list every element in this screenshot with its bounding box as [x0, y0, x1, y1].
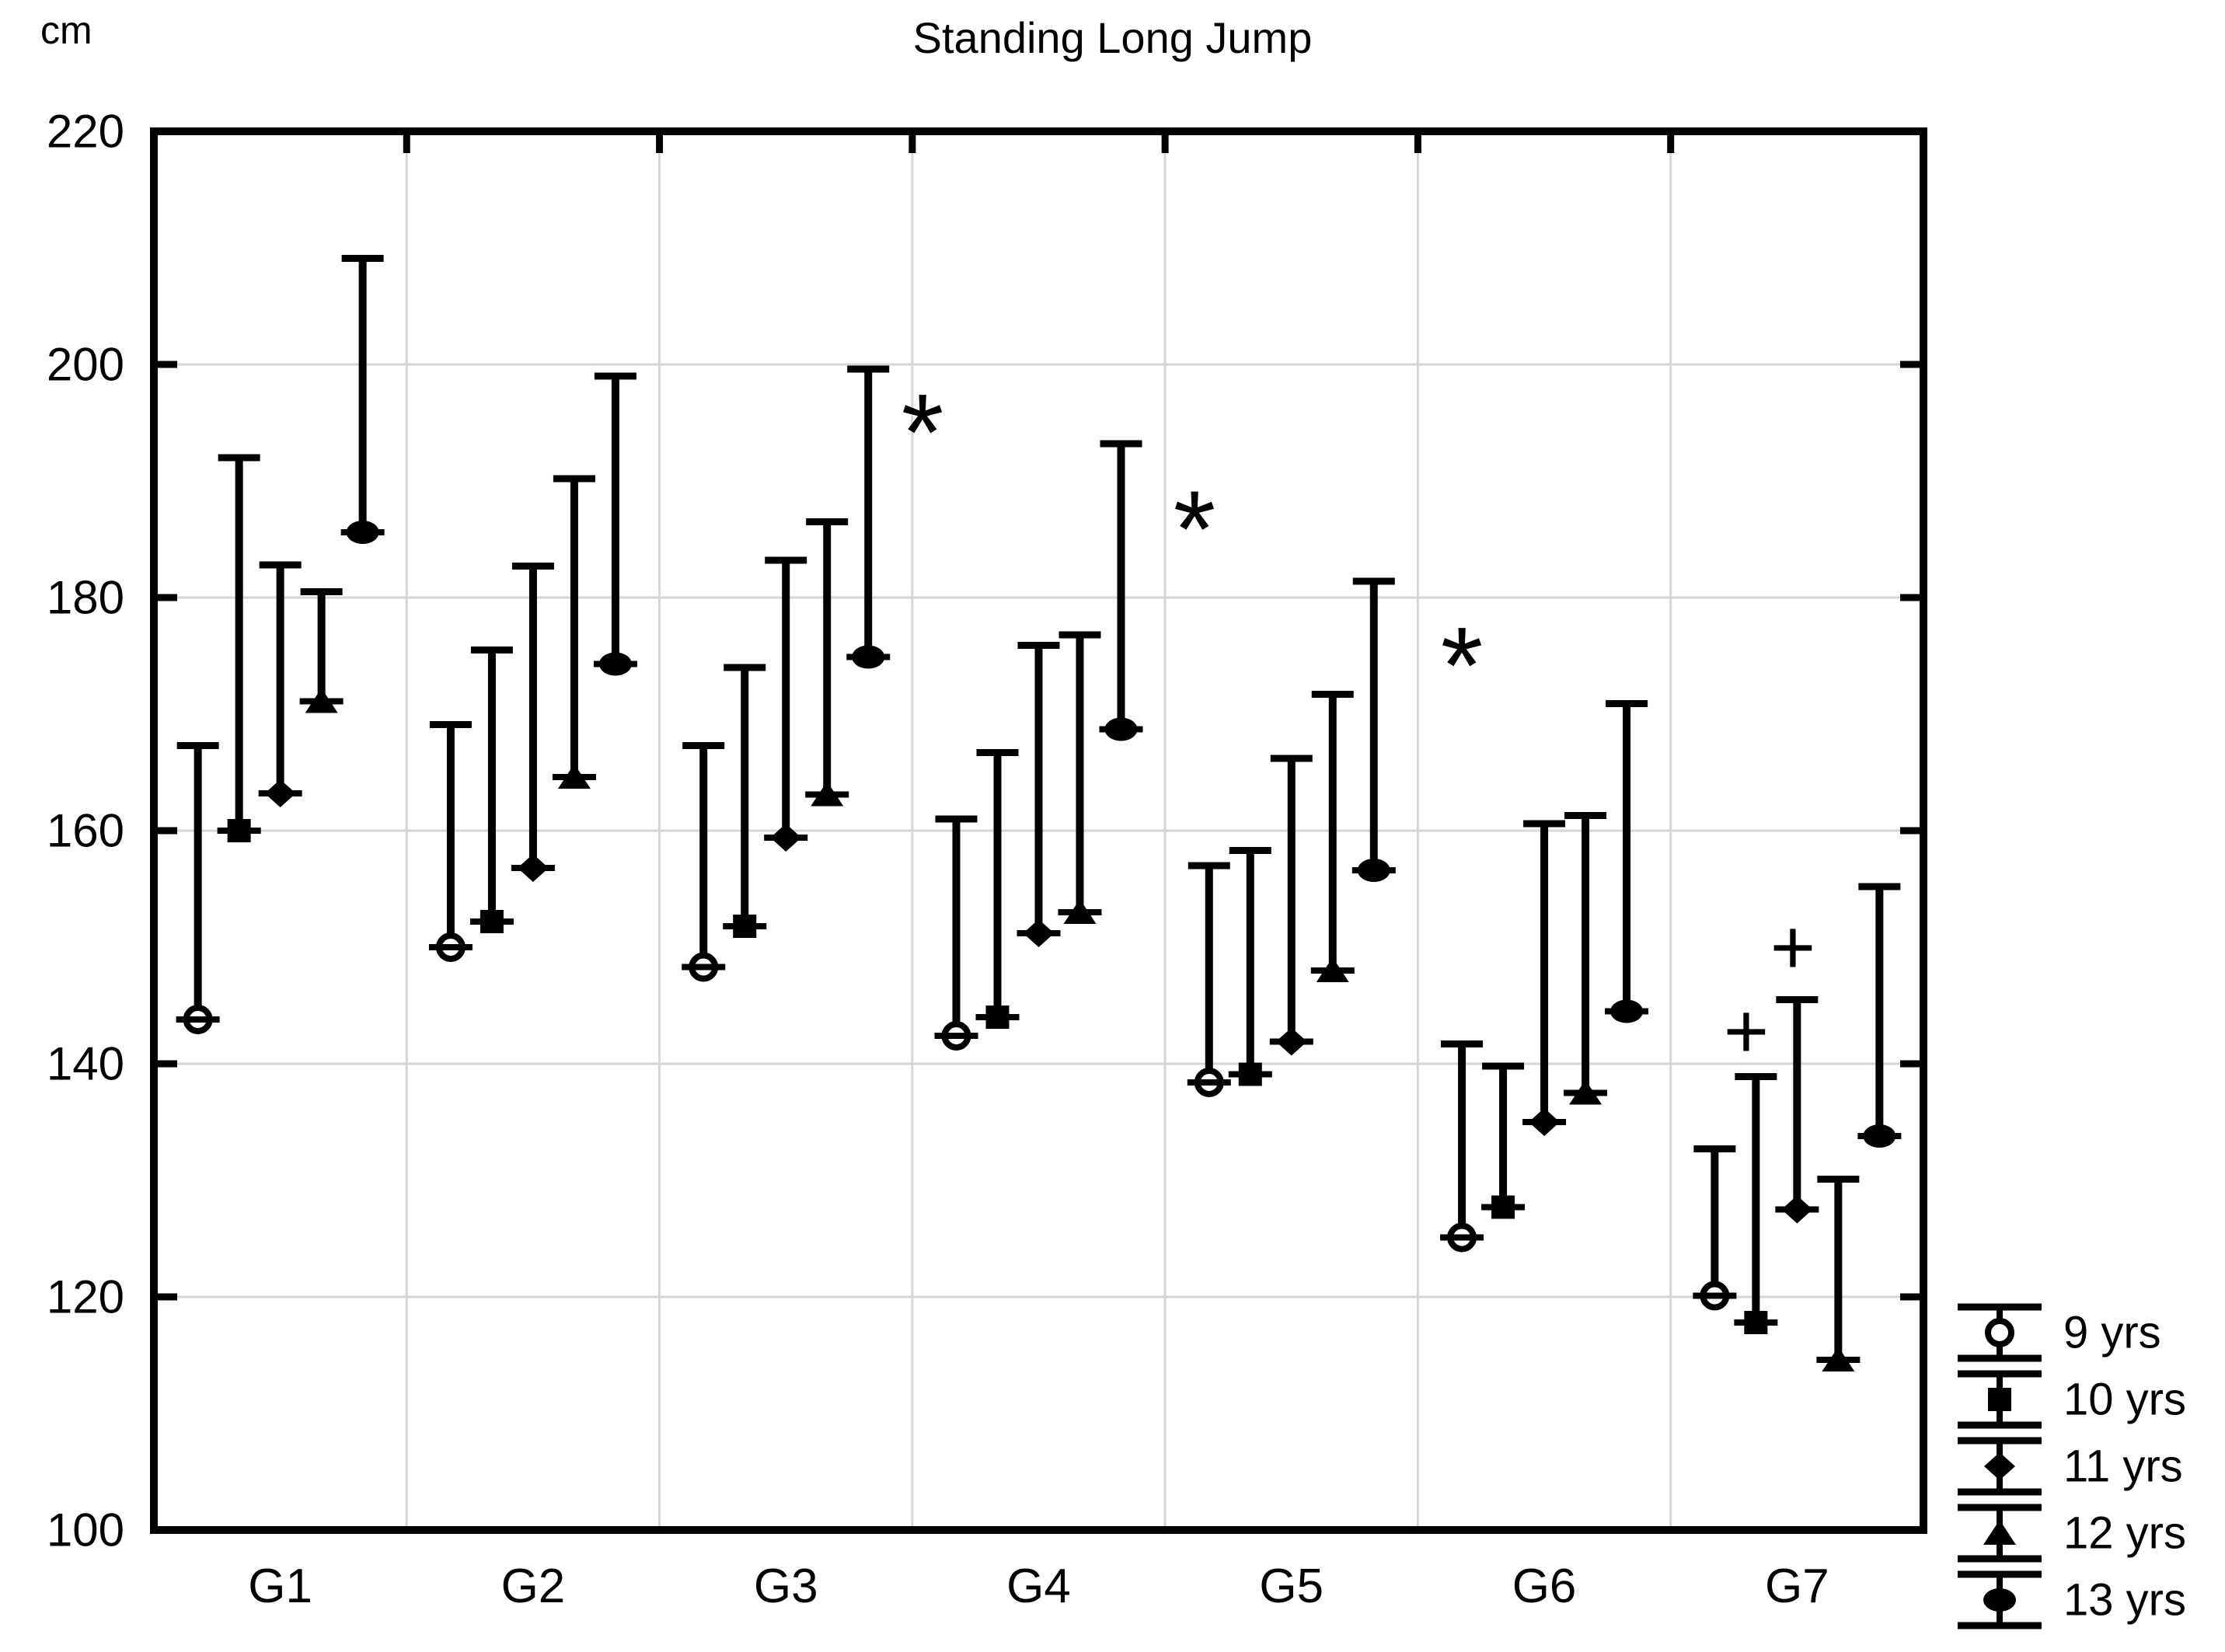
ytick-label-180: 180	[47, 572, 124, 624]
annotation-asterisk-1: *	[1174, 468, 1215, 590]
ytick-label-140: 140	[47, 1038, 124, 1090]
chart-title: Standing Long Jump	[912, 13, 1313, 62]
xtick-label-G7: G7	[1765, 1560, 1829, 1613]
xtick-label-G2: G2	[501, 1560, 566, 1613]
annotation-asterisk-0: *	[902, 371, 943, 493]
legend-symbol-filled-triangle	[1983, 1520, 2016, 1545]
legend-label-10-yrs: 10 yrs	[2063, 1375, 2186, 1425]
legend-label-13-yrs: 13 yrs	[2063, 1575, 2186, 1626]
legend-label-11-yrs: 11 yrs	[2063, 1441, 2183, 1492]
ytick-label-120: 120	[47, 1271, 124, 1323]
xtick-label-G5: G5	[1259, 1560, 1323, 1613]
annotation-asterisk-2: *	[1441, 605, 1483, 727]
ytick-label-200: 200	[47, 339, 124, 391]
legend-symbol-filled-square	[1988, 1388, 2011, 1411]
annotation-plus-4: +	[1770, 904, 1815, 992]
legend-label-12-yrs: 12 yrs	[2063, 1508, 2186, 1559]
xtick-label-G4: G4	[1006, 1560, 1071, 1613]
legend-symbol-filled-diamond	[1984, 1452, 2015, 1480]
ytick-label-220: 220	[47, 106, 124, 158]
xtick-label-G3: G3	[754, 1560, 818, 1613]
xtick-label-G6: G6	[1512, 1560, 1577, 1613]
ytick-label-100: 100	[47, 1504, 124, 1556]
y-axis-unit-label: cm	[40, 9, 92, 52]
legend-symbol-filled-circle	[1983, 1588, 2016, 1612]
ytick-label-160: 160	[47, 805, 124, 857]
xtick-label-G1: G1	[248, 1560, 312, 1613]
legend-symbol-open-circle	[1985, 1318, 2014, 1347]
legend-label-9-yrs: 9 yrs	[2063, 1308, 2161, 1358]
annotation-plus-3: +	[1724, 988, 1769, 1075]
